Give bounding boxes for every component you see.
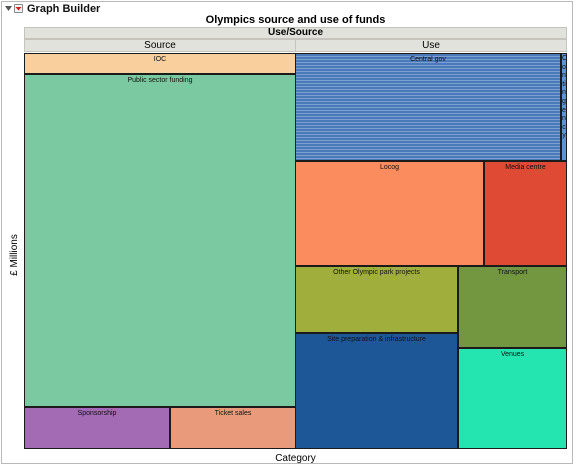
chart-title: Olympics source and use of funds <box>205 14 386 26</box>
tile-label-ioc: IOC <box>153 56 167 63</box>
title-bar: Graph Builder <box>2 2 572 16</box>
tile-locog[interactable]: Locog <box>295 161 484 266</box>
tile-public-sector-funding[interactable]: Public sector funding <box>24 74 296 407</box>
menu-triangle-icon <box>15 7 22 11</box>
tile-label-public-sector-funding: Public sector funding <box>127 77 193 84</box>
tile-ioc[interactable]: IOC <box>24 53 296 74</box>
tile-media-centre[interactable]: Media centre <box>484 161 567 266</box>
tile-sponsorship[interactable]: Sponsorship <box>24 407 170 449</box>
tile-label-sponsorship: Sponsorship <box>77 410 117 417</box>
window-title: Graph Builder <box>27 3 101 15</box>
tile-label-contingency: Contingency <box>562 55 567 140</box>
use-panel-title: Use <box>422 40 440 51</box>
group-header-bar: Use/Source <box>24 27 567 39</box>
tile-label-transport: Transport <box>497 269 528 276</box>
red-triangle-menu-button[interactable] <box>14 4 23 13</box>
tile-other-olympic-park-projects[interactable]: Other Olympic park projects <box>295 266 458 333</box>
tile-contingency[interactable]: Contingency <box>561 53 567 161</box>
disclosure-triangle-icon[interactable] <box>5 5 12 12</box>
group-title: Use/Source <box>267 27 324 38</box>
tile-central-gov[interactable]: Central gov <box>295 53 561 161</box>
y-axis-label: £ Millions <box>9 234 20 276</box>
tile-label-site-preparation-and-infrastructure: Site preparation & infrastructure <box>327 336 426 343</box>
tile-label-locog: Locog <box>379 164 400 171</box>
tile-label-venues: Venues <box>500 351 525 358</box>
source-panel-header: Source <box>24 39 296 52</box>
use-panel-header: Use <box>295 39 567 52</box>
tile-label-central-gov: Central gov <box>410 56 446 63</box>
tile-venues[interactable]: Venues <box>458 348 567 449</box>
tile-site-preparation-and-infrastructure[interactable]: Site preparation & infrastructure <box>295 333 458 449</box>
tile-label-ticket-sales: Ticket sales <box>214 410 252 417</box>
source-panel-title: Source <box>144 40 176 51</box>
x-axis-label: Category <box>275 453 316 464</box>
tile-ticket-sales[interactable]: Ticket sales <box>170 407 296 449</box>
tile-label-media-centre: Media centre <box>505 164 546 171</box>
tile-label-other-olympic-park-projects: Other Olympic park projects <box>333 269 420 276</box>
tile-transport[interactable]: Transport <box>458 266 567 348</box>
